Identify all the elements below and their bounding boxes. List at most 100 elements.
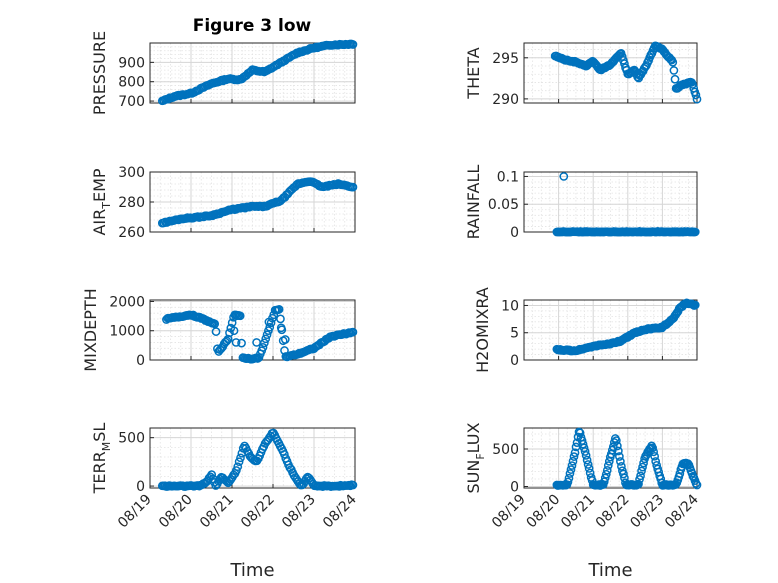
ytick-label: 280 [118,195,145,211]
data-point [348,182,358,192]
subplot-theta: 290 295 THETA [464,41,702,108]
figure-title: Figure 3 low [193,16,312,36]
data-point [600,473,610,483]
ylabel: SUNFLUX [464,422,487,493]
data-point [648,443,657,453]
ylabel-main: PRESSURE [90,31,109,115]
ytick-label: 500 [492,442,519,458]
ylabel: H2OMIXRA [473,287,492,373]
data-point [583,460,593,469]
data-point [559,172,569,181]
ylabel-subscript: M [100,442,113,452]
data-point [225,328,234,338]
data-point [619,469,628,479]
subplot-h2omixra: 0 5 10 H2OMIXRA [473,287,700,373]
series-points-terr-msl [157,428,358,491]
ytick-label: 10 [501,298,519,314]
ylabel: TERRMSL [90,423,113,495]
ylabel-rest: LUX [464,422,483,453]
xlabel: Time [229,560,274,581]
data-point [232,466,241,475]
ytick-label: 0 [136,353,145,369]
data-point [227,318,237,328]
data-point [229,326,239,336]
ytick-label: 0 [510,480,519,496]
data-point [584,464,594,473]
ylabel-rest: SL [90,423,109,442]
data-point [235,311,245,321]
series-points-theta [550,41,702,104]
data-point [638,462,647,472]
data-point [569,452,579,461]
series-points-rainfall [552,172,700,237]
data-point [568,456,578,466]
plot-area-rainfall [523,171,698,233]
data-point [280,449,289,459]
ylabel-main: RAINFALL [464,165,483,240]
data-point [651,457,661,466]
series-points-mixdepth [162,304,358,364]
data-point [649,447,659,457]
ylabel-subscript: F [474,453,487,459]
plot-area-mixdepth [149,299,356,361]
ylabel: THETA [464,47,483,99]
data-point [582,455,592,465]
ytick-label: 0 [510,353,519,369]
data-point [236,453,245,463]
ytick-label: 1000 [109,324,145,340]
ytick-label: 0 [510,225,519,241]
data-point [613,441,622,451]
data-point [274,304,284,314]
ytick-label: 0.05 [488,197,519,213]
ylabel: RAINFALL [464,165,483,240]
axes-box [523,427,698,489]
ytick-label: 500 [118,431,145,447]
data-point [570,448,580,458]
data-point [634,479,643,489]
data-point [566,465,576,474]
data-point [276,323,286,333]
data-point [688,80,697,89]
data-point [670,74,680,84]
plot-area-h2omixra [523,299,698,361]
ytick-label: 5 [510,326,519,342]
data-point [252,338,261,347]
data-point [233,462,243,472]
data-point [211,327,221,336]
data-point [636,471,645,481]
data-point [615,452,624,461]
subplot-pressure: 700 800 900 PRESSURE [90,31,358,115]
data-point [261,334,271,344]
data-point [348,327,358,337]
data-point [229,470,238,480]
ytick-label: 2000 [109,294,145,310]
ylabel-subscript: T [100,202,113,210]
ylabel-main: SUN [464,460,483,494]
subplot-air-temp: 260 280 300 AIRTEMP [90,165,358,241]
data-point [580,447,590,456]
data-point [574,427,584,437]
data-point [579,443,589,453]
ylabel-main: THETA [464,47,483,99]
data-point [264,317,274,327]
series-points-sun-flux [552,427,702,490]
axes-box [523,42,698,104]
data-point [581,451,591,460]
ytick-label: 290 [492,92,519,108]
data-point [692,480,702,490]
ylabel-main: AIR [90,209,109,236]
axes-box [149,427,356,489]
data-point [603,461,613,470]
data-point [690,300,700,310]
data-point [692,94,702,104]
data-point [280,335,290,344]
data-point [262,330,272,340]
ytick-label: 295 [492,51,519,67]
series-points-pressure [157,39,358,106]
data-point [637,466,646,476]
data-point [565,469,575,478]
ylabel: AIRTEMP [90,168,113,235]
data-point [668,57,678,67]
data-point [231,338,241,347]
